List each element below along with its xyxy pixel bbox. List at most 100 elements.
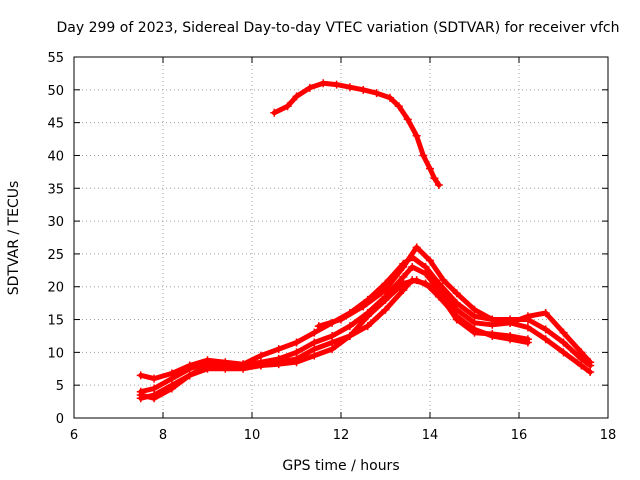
- x-tick-label: 6: [70, 428, 78, 443]
- data-point: [239, 364, 248, 373]
- x-axis-label: GPS time / hours: [282, 458, 399, 474]
- data-point: [421, 263, 430, 272]
- data-point: [523, 323, 532, 332]
- x-tick-label: 18: [600, 428, 617, 443]
- data-point: [167, 369, 176, 378]
- data-point: [292, 358, 301, 367]
- data-point: [577, 348, 586, 357]
- data-point: [136, 371, 145, 380]
- data-point: [506, 331, 515, 340]
- y-tick-label: 0: [56, 412, 64, 427]
- data-point: [439, 295, 448, 304]
- data-point: [434, 279, 443, 288]
- data-point: [359, 85, 368, 94]
- x-tick-label: 14: [422, 428, 439, 443]
- data-point: [541, 335, 550, 344]
- y-tick-label: 30: [47, 215, 64, 230]
- series-line: [271, 80, 442, 188]
- data-point: [256, 351, 265, 360]
- data-point: [412, 243, 421, 252]
- data-point: [381, 295, 390, 304]
- data-point: [319, 79, 328, 88]
- data-point: [332, 80, 341, 89]
- data-point: [310, 351, 319, 360]
- data-point: [470, 328, 479, 337]
- data-point: [399, 263, 408, 272]
- data-point: [430, 174, 439, 183]
- data-point: [314, 322, 323, 331]
- data-point: [559, 328, 568, 337]
- data-point: [452, 299, 461, 308]
- data-point: [345, 322, 354, 331]
- data-point: [292, 92, 301, 101]
- data-point: [256, 361, 265, 370]
- data-point: [203, 356, 212, 365]
- data-point: [488, 315, 497, 324]
- data-point: [328, 345, 337, 354]
- data-point: [203, 364, 212, 373]
- data-point: [541, 308, 550, 317]
- y-tick-label: 45: [47, 117, 64, 132]
- data-point: [221, 364, 230, 373]
- data-point: [305, 83, 314, 92]
- data-point: [337, 315, 345, 324]
- data-point: [412, 131, 421, 140]
- data-point: [403, 115, 412, 124]
- chart-title: Day 299 of 2023, Sidereal Day-to-day VTE…: [56, 20, 619, 36]
- y-tick-label: 5: [56, 379, 64, 394]
- data-point: [283, 102, 292, 111]
- data-point: [452, 289, 461, 298]
- y-tick-label: 35: [47, 182, 64, 197]
- data-point: [345, 83, 354, 92]
- grid: [74, 57, 608, 418]
- series-track-b: [136, 276, 532, 403]
- series-track-d: [136, 276, 532, 403]
- series-track-high: [270, 79, 443, 189]
- data-point: [523, 312, 532, 321]
- y-tick-label: 20: [47, 281, 64, 296]
- data-point: [559, 348, 568, 357]
- y-tick-label: 15: [47, 314, 64, 329]
- data-point: [381, 305, 390, 314]
- data-point: [292, 338, 301, 347]
- data-point: [426, 256, 434, 265]
- data-point: [488, 329, 497, 338]
- y-tick-label: 50: [47, 84, 64, 99]
- x-tick-label: 8: [159, 428, 167, 443]
- x-tick-label: 12: [333, 428, 350, 443]
- data-point: [399, 279, 408, 288]
- series-layer: [136, 79, 595, 403]
- data-point: [541, 325, 550, 334]
- data-point: [274, 360, 283, 369]
- x-tick-label: 16: [511, 428, 528, 443]
- y-tick-label: 55: [47, 51, 64, 66]
- data-point: [408, 263, 417, 272]
- data-point: [419, 151, 428, 160]
- data-point: [506, 318, 515, 327]
- data-point: [372, 89, 381, 98]
- data-point: [439, 276, 448, 285]
- data-point: [412, 276, 421, 285]
- x-tick-label: 10: [244, 428, 261, 443]
- ticks: 6 8 10 12 14 16 18 0 5 10 15 20 25 30 35 40 45 50 55: [47, 51, 616, 443]
- data-point: [150, 374, 159, 383]
- series-track-e: [314, 243, 595, 367]
- y-tick-label: 10: [47, 346, 64, 361]
- data-point: [394, 102, 403, 111]
- data-point: [185, 371, 194, 380]
- y-tick-label: 40: [47, 149, 64, 164]
- data-point: [270, 108, 279, 117]
- data-point: [136, 391, 145, 400]
- series-line: [138, 277, 531, 401]
- data-point: [359, 302, 368, 311]
- data-point: [586, 358, 595, 367]
- data-point: [426, 164, 434, 173]
- data-point: [426, 282, 434, 291]
- data-point: [274, 345, 283, 354]
- y-tick-label: 25: [47, 248, 64, 263]
- data-point: [385, 93, 394, 102]
- data-point: [345, 331, 354, 340]
- data-point: [363, 312, 372, 321]
